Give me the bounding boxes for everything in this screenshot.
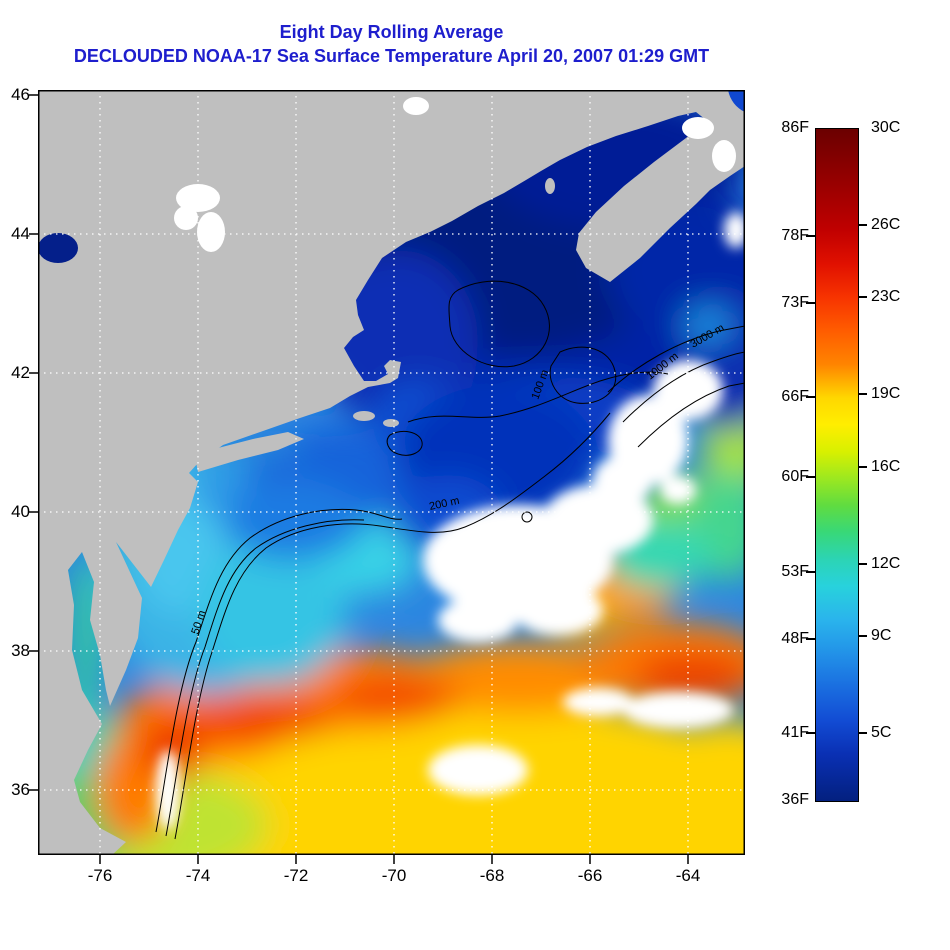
land-marthas-vineyard	[353, 411, 375, 421]
x-tick-label: -70	[381, 866, 407, 885]
colorbar-tick	[858, 224, 867, 226]
colorbar-c-label: 9C	[871, 627, 892, 644]
colorbar-c-label: 16C	[871, 458, 901, 475]
land-cloud-layer	[174, 97, 736, 252]
eddy-contour-ring	[521, 511, 533, 523]
land-layer	[38, 90, 745, 855]
colorbar-c-label: 19C	[871, 385, 901, 402]
x-tick-label: -68	[479, 866, 505, 885]
graticule	[38, 90, 745, 855]
colorbar-f-label: 48F	[781, 630, 809, 647]
land-nantucket	[383, 419, 399, 427]
colorbar-c-label: 26C	[871, 216, 901, 233]
bathymetry-contours	[155, 280, 745, 840]
colorbar-c-label: 5C	[871, 724, 892, 741]
colorbar-tick	[858, 635, 867, 637]
colorbar-tick	[858, 393, 867, 395]
colorbar-f-label: 41F	[781, 724, 809, 741]
land-mainland	[38, 90, 745, 855]
sst-map-canvas: 50 m 200 m 100 m 1000 m 3000 m	[29, 90, 745, 864]
y-tick-label: 38	[11, 641, 30, 660]
colorbar-c-label: 30C	[871, 119, 901, 136]
temperature-colorbar: 86F 78F 73F 66F 60F 53F 48F 41F 36F 30C …	[775, 119, 945, 820]
y-tick-label: 36	[11, 780, 30, 799]
x-tick-label: -66	[577, 866, 603, 885]
title-line-1: Eight Day Rolling Average	[279, 22, 504, 42]
colorbar-tick	[806, 638, 815, 640]
title-line-2: DECLOUDED NOAA-17 Sea Surface Temperatur…	[73, 46, 710, 66]
y-tick-label: 40	[11, 502, 30, 521]
colorbar-tick	[858, 296, 867, 298]
colorbar-f-label: 36F	[781, 791, 809, 808]
x-tick-label: -72	[283, 866, 309, 885]
map-border	[38, 90, 745, 855]
colorbar-tick	[806, 235, 815, 237]
colorbar-f-label: 78F	[781, 227, 809, 244]
map-area: 50 m 200 m 100 m 1000 m 3000 m	[29, 90, 745, 864]
colorbar-tick	[806, 302, 815, 304]
colorbar-tick	[858, 563, 867, 565]
x-tick-label: -76	[87, 866, 113, 885]
inland-water-layer	[38, 90, 745, 263]
y-tick-label: 46	[11, 85, 30, 104]
y-tick-label: 42	[11, 363, 30, 382]
land-grand-manan	[545, 178, 555, 194]
colorbar-f-label: 60F	[781, 468, 809, 485]
colorbar-tick	[858, 732, 867, 734]
colorbar-tick	[858, 466, 867, 468]
colorbar-f-label: 86F	[781, 119, 809, 136]
colorbar-f-label: 66F	[781, 388, 809, 405]
land-long-island	[196, 432, 304, 472]
colorbar-c-label: 23C	[871, 288, 901, 305]
colorbar-f-label: 53F	[781, 563, 809, 580]
x-tick-label: -74	[185, 866, 211, 885]
colorbar-tick	[806, 732, 815, 734]
colorbar-f-label: 73F	[781, 294, 809, 311]
axis-ticks	[29, 94, 689, 864]
y-tick-label: 44	[11, 224, 30, 243]
x-tick-label: -64	[675, 866, 701, 885]
colorbar-c-label: 12C	[871, 555, 901, 572]
colorbar-tick	[806, 396, 815, 398]
colorbar-gradient	[815, 128, 859, 802]
cloud-layer	[156, 212, 745, 830]
colorbar-tick	[806, 571, 815, 573]
colorbar-tick	[806, 476, 815, 478]
page-title: Eight Day Rolling Average DECLOUDED NOAA…	[38, 20, 745, 68]
